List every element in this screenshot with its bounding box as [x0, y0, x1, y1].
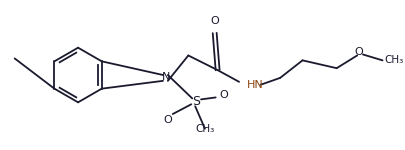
- Text: O: O: [219, 90, 228, 99]
- Text: CH₃: CH₃: [195, 124, 215, 134]
- Text: O: O: [355, 47, 364, 57]
- Text: N: N: [162, 72, 170, 82]
- Text: CH₃: CH₃: [384, 55, 404, 65]
- Text: O: O: [210, 16, 219, 26]
- Text: S: S: [192, 95, 200, 108]
- Text: O: O: [164, 115, 172, 125]
- Text: HN: HN: [247, 80, 264, 90]
